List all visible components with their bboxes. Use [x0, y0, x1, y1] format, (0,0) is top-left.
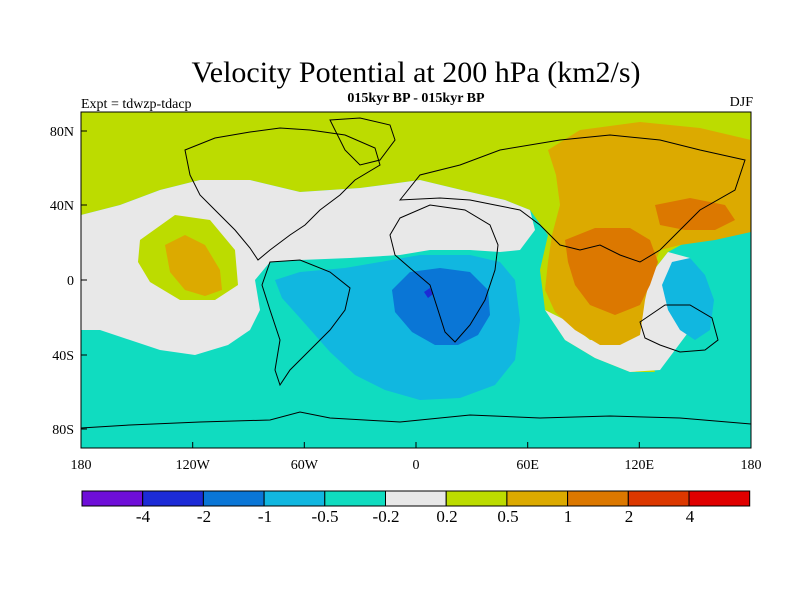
coast-antarctica — [81, 411, 751, 429]
colorbar-swatch — [385, 490, 447, 507]
colorbar-label: -0.2 — [373, 507, 400, 526]
contour-negative-1-atlantic-africa — [392, 268, 490, 345]
contour-positive-0.5-pacific — [165, 235, 222, 296]
colorbar-label: 4 — [686, 507, 695, 526]
experiment-label: Expt = tdwzp-tdacp — [81, 97, 192, 112]
lat-tick-label: 80S — [52, 423, 74, 438]
colorbar-swatch — [81, 490, 144, 507]
lon-tick-label: 60E — [516, 458, 539, 473]
colorbar-swatch — [627, 490, 690, 507]
colorbar — [81, 490, 751, 507]
lon-tick-label: 120E — [625, 458, 655, 473]
lon-tick-label: 120W — [176, 458, 211, 473]
lat-tick-label: 40S — [52, 349, 74, 364]
contour-negative-0.2-maritime — [662, 258, 714, 340]
map-axis-ticks — [80, 130, 752, 448]
colorbar-swatch — [567, 490, 629, 507]
latitude-tick-labels: 80N 40N 0 40S 80S — [50, 125, 74, 438]
colorbar-label: -4 — [136, 507, 151, 526]
figure-title: Velocity Potential at 200 hPa (km2/s) — [191, 56, 640, 89]
contour-positive-1-japan — [655, 198, 735, 230]
figure-subtitle: 015kyr BP - 015kyr BP — [347, 91, 485, 106]
lon-tick-label: 60W — [291, 458, 319, 473]
colorbar-label: 1 — [564, 507, 573, 526]
season-label: DJF — [730, 95, 754, 110]
contour-negative-2-center — [424, 288, 433, 298]
lat-tick-label: 0 — [67, 274, 74, 289]
velocity-potential-map — [81, 112, 751, 448]
colorbar-label: 0.5 — [497, 507, 518, 526]
coast-africa — [389, 204, 499, 343]
colorbar-swatch — [324, 490, 386, 507]
colorbar-label: -2 — [197, 507, 211, 526]
coast-greenland — [329, 117, 396, 166]
longitude-tick-labels: 180 120W 60W 0 60E 120E 180 — [71, 458, 762, 473]
contour-positive-1-asia — [565, 228, 658, 315]
lat-tick-label: 40N — [50, 199, 74, 214]
lon-tick-label: 180 — [741, 458, 762, 473]
colorbar-label: -0.5 — [312, 507, 339, 526]
colorbar-swatch — [445, 490, 508, 507]
lat-tick-label: 80N — [50, 125, 74, 140]
contour-neutral-indian — [545, 252, 700, 372]
coast-north-america — [184, 127, 381, 261]
coast-australia — [639, 304, 719, 353]
colorbar-swatch — [142, 490, 204, 507]
colorbar-swatch — [688, 490, 751, 507]
coast-eurasia — [398, 134, 746, 263]
lon-tick-label: 0 — [413, 458, 420, 473]
coastlines — [81, 117, 751, 429]
colorbar-label: -1 — [258, 507, 272, 526]
colorbar-swatch — [263, 490, 326, 507]
colorbar-swatch — [506, 490, 569, 507]
colorbar-label: 0.2 — [436, 507, 457, 526]
coast-south-america — [261, 259, 351, 387]
colorbar-swatch — [202, 490, 265, 507]
lon-tick-label: 180 — [71, 458, 92, 473]
colorbar-label: 2 — [625, 507, 634, 526]
colorbar-labels: -4 -2 -1 -0.5 -0.2 0.2 0.5 1 2 4 — [136, 507, 695, 526]
